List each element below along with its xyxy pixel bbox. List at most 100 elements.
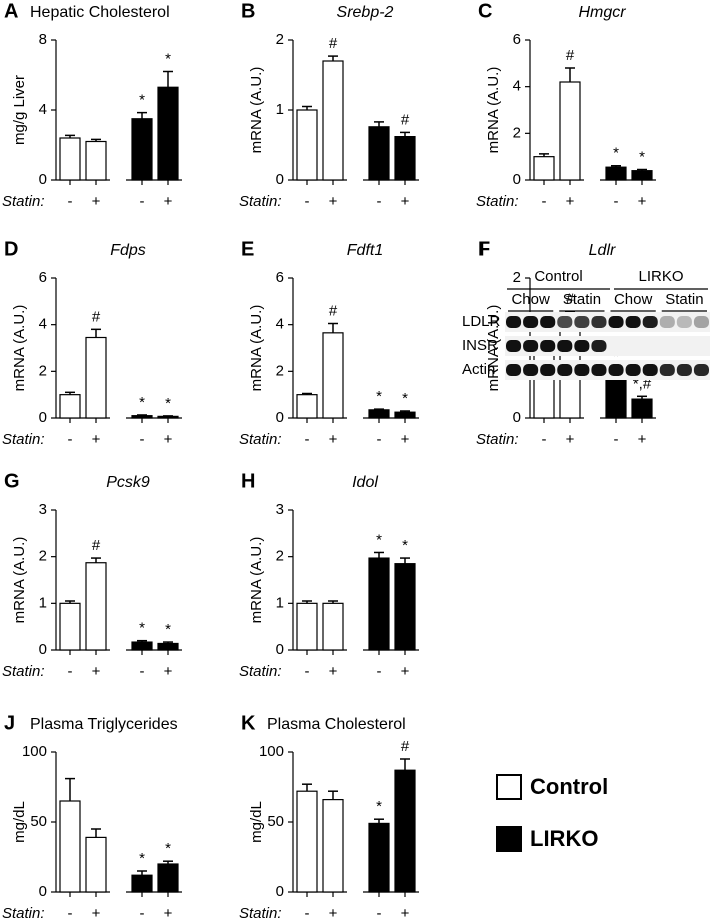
bar — [131, 415, 153, 419]
y-tick-label: 100 — [259, 743, 284, 760]
x-axis-label: Statin: — [2, 905, 45, 921]
blot-band — [693, 316, 709, 328]
blot-band — [608, 316, 624, 328]
x-tick-label: + — [164, 905, 173, 921]
annotation: # — [401, 111, 410, 128]
annotation: # — [92, 537, 101, 554]
y-tick-label: 50 — [30, 813, 47, 830]
annotation: # — [401, 738, 410, 755]
annotation: * — [139, 850, 145, 867]
blot-subgroup: Statin — [665, 291, 703, 308]
blot-subgroup: Statin — [563, 291, 601, 308]
x-tick-label: - — [377, 663, 382, 680]
x-tick-label: + — [164, 431, 173, 448]
bar — [59, 137, 81, 181]
panel-letter: E — [241, 238, 254, 260]
blot-subgroup: Chow — [511, 291, 550, 308]
x-axis-label: Statin: — [476, 193, 519, 210]
annotation: * — [639, 148, 645, 165]
panel-letter: J — [4, 712, 15, 734]
blot-group: LIRKO — [638, 268, 683, 285]
bar — [631, 170, 653, 181]
y-tick-label: 2 — [39, 362, 47, 379]
x-axis-label: Statin: — [239, 431, 282, 448]
bar — [533, 156, 555, 181]
y-tick-label: 0 — [39, 641, 47, 658]
bar — [368, 822, 390, 893]
x-tick-label: - — [68, 193, 73, 210]
annotation: * — [376, 531, 382, 548]
blot-band — [523, 316, 539, 328]
x-tick-label: + — [164, 663, 173, 680]
bar — [296, 602, 318, 651]
panel-title: Pcsk9 — [106, 474, 150, 491]
panel-letter: I — [479, 238, 485, 260]
y-tick-label: 6 — [276, 269, 284, 286]
x-axis-label: Statin: — [239, 193, 282, 210]
blot-band — [574, 316, 590, 328]
legend-label: LIRKO — [530, 826, 598, 851]
x-tick-label: - — [542, 193, 547, 210]
annotation: * — [165, 50, 171, 67]
panel-title: Idol — [352, 474, 378, 491]
blot-band — [625, 364, 641, 376]
y-tick-label: 0 — [513, 171, 521, 188]
blot-band — [693, 364, 709, 376]
y-tick-label: 1 — [39, 594, 47, 611]
blot-subgroup: Chow — [614, 291, 653, 308]
x-tick-label: - — [377, 193, 382, 210]
y-tick-label: 6 — [513, 31, 521, 48]
x-tick-label: - — [140, 431, 145, 448]
y-tick-label: 6 — [39, 269, 47, 286]
y-tick-label: 0 — [39, 409, 47, 426]
x-tick-label: + — [92, 905, 101, 921]
x-axis-label: Statin: — [2, 663, 45, 680]
y-axis-label: mRNA (A.U.) — [11, 305, 28, 392]
annotation: # — [92, 308, 101, 325]
x-tick-label: + — [92, 663, 101, 680]
bar — [59, 800, 81, 893]
x-tick-label: - — [140, 905, 145, 921]
bar — [157, 863, 179, 893]
x-axis-label: Statin: — [239, 905, 282, 921]
bar — [59, 394, 81, 419]
y-tick-label: 8 — [39, 31, 47, 48]
y-tick-label: 4 — [39, 316, 47, 333]
x-axis-label: Statin: — [476, 431, 519, 448]
y-tick-label: 50 — [267, 813, 284, 830]
blot-band — [523, 340, 539, 352]
annotation: * — [402, 537, 408, 554]
blot-row-label: INSR — [462, 337, 498, 354]
y-tick-label: 2 — [276, 31, 284, 48]
x-tick-label: - — [68, 431, 73, 448]
bar — [559, 81, 581, 181]
blot-strip — [505, 312, 710, 332]
x-tick-label: - — [614, 193, 619, 210]
blot-row-label: LDLR — [462, 313, 501, 330]
bar — [322, 332, 344, 419]
x-tick-label: + — [329, 193, 338, 210]
panel-letter: C — [478, 0, 492, 22]
y-tick-label: 3 — [276, 501, 284, 518]
annotation: * — [613, 145, 619, 162]
x-tick-label: - — [305, 193, 310, 210]
blot-band — [676, 316, 692, 328]
blot-strip — [505, 336, 710, 356]
blot-band — [540, 316, 556, 328]
bar — [296, 109, 318, 181]
panel-title: Srebp-2 — [337, 4, 394, 21]
y-tick-label: 0 — [39, 883, 47, 900]
y-axis-label: mg/dL — [248, 801, 265, 843]
y-tick-label: 2 — [276, 362, 284, 379]
bar — [296, 790, 318, 893]
bar — [322, 602, 344, 651]
legend-swatch — [496, 774, 522, 800]
bar — [394, 769, 416, 893]
blot-band — [506, 340, 522, 352]
y-tick-label: 2 — [513, 124, 521, 141]
x-tick-label: + — [92, 193, 101, 210]
annotation: # — [329, 35, 338, 52]
x-tick-label: - — [140, 193, 145, 210]
blot-band — [506, 364, 522, 376]
